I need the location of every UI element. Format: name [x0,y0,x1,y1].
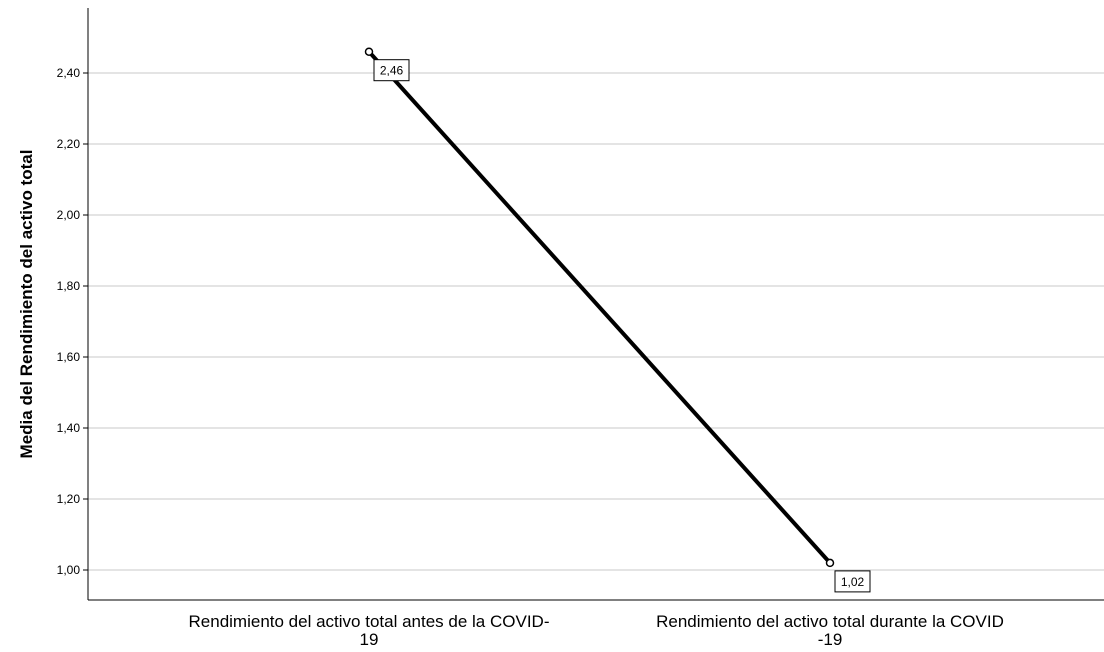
data-label-box [834,570,871,593]
y-axis-title: Media del Rendimiento del activo total [17,150,36,459]
x-tick-label: Rendimiento del activo total antes de la… [189,612,550,649]
y-tick-label: 1,60 [57,350,81,364]
y-tick-label: 2,00 [57,208,81,222]
data-label: 1,02 [841,575,865,589]
y-ticks: 1,00 1,20 1,40 1,60 1,80 2,00 2,20 2,40 [57,66,88,577]
data-point [364,47,374,56]
data-labels-layer: 2,46 1,02 [373,59,871,593]
data-label-box [373,59,410,82]
axes [87,8,1104,601]
x-tick-label: Rendimiento del activo total durante la … [656,612,1004,649]
series-line [367,50,832,565]
series-layer [364,47,835,568]
gridlines [88,72,1104,571]
y-tick-label: 1,40 [57,421,81,435]
data-point [825,558,835,568]
y-tick-label: 2,40 [57,66,81,80]
y-tick-label: 1,80 [57,279,81,293]
x-tick-labels: Rendimiento del activo total antes de la… [189,612,1004,649]
y-tick-label: 1,20 [57,492,81,506]
y-tick-label: 2,20 [57,137,81,151]
data-label: 2,46 [380,64,404,78]
y-tick-label: 1,00 [57,563,81,577]
